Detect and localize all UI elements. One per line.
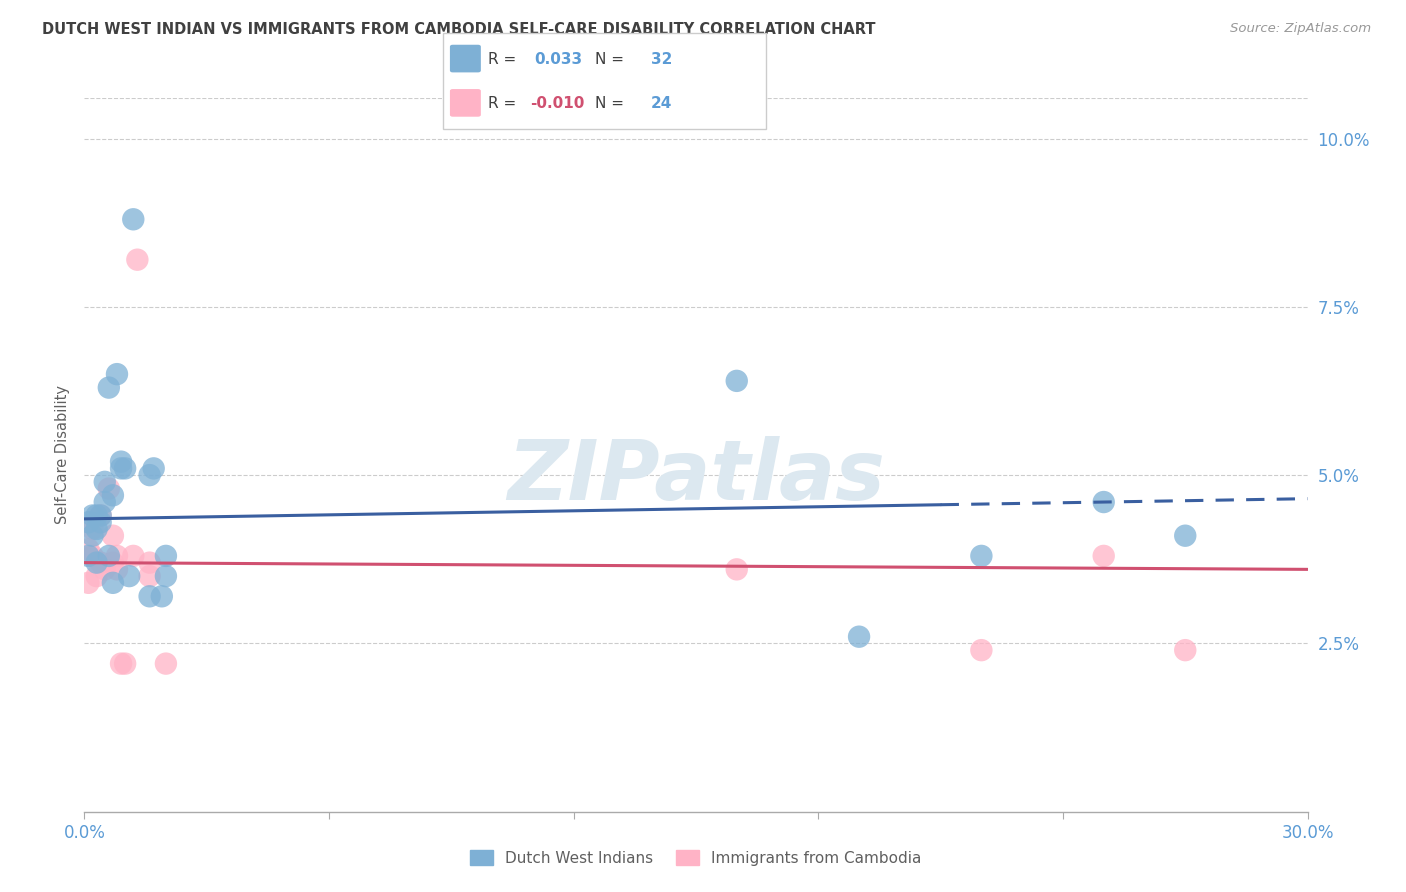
Point — [127, 252, 149, 267]
Point — [150, 589, 173, 603]
Point — [86, 556, 108, 570]
Point — [105, 562, 128, 576]
Point — [101, 488, 124, 502]
Point — [138, 556, 160, 570]
Point — [93, 475, 115, 489]
Text: R =: R = — [488, 95, 522, 111]
Point — [155, 569, 177, 583]
Point — [155, 657, 177, 671]
Point — [90, 508, 112, 523]
Point — [86, 569, 108, 583]
Point — [93, 562, 115, 576]
Point — [122, 549, 145, 563]
Point — [138, 589, 160, 603]
Text: 24: 24 — [651, 95, 672, 111]
Point — [90, 515, 112, 529]
Point — [90, 556, 112, 570]
Point — [122, 212, 145, 227]
Point — [1174, 643, 1197, 657]
Point — [110, 455, 132, 469]
Point — [77, 575, 100, 590]
Point — [142, 461, 165, 475]
Text: 32: 32 — [651, 52, 672, 67]
Point — [97, 381, 120, 395]
Y-axis label: Self-Care Disability: Self-Care Disability — [55, 385, 70, 524]
Point — [1092, 549, 1115, 563]
Text: DUTCH WEST INDIAN VS IMMIGRANTS FROM CAMBODIA SELF-CARE DISABILITY CORRELATION C: DUTCH WEST INDIAN VS IMMIGRANTS FROM CAM… — [42, 22, 876, 37]
Point — [110, 657, 132, 671]
Point — [97, 482, 120, 496]
Point — [90, 508, 112, 523]
Point — [77, 515, 100, 529]
Point — [82, 529, 104, 543]
Text: 0.033: 0.033 — [534, 52, 582, 67]
Point — [82, 522, 104, 536]
Point — [138, 468, 160, 483]
Point — [118, 569, 141, 583]
Point — [86, 508, 108, 523]
Text: R =: R = — [488, 52, 522, 67]
Point — [970, 643, 993, 657]
Point — [725, 562, 748, 576]
Point — [114, 657, 136, 671]
Text: N =: N = — [595, 52, 628, 67]
Point — [138, 569, 160, 583]
Text: N =: N = — [595, 95, 628, 111]
Point — [1092, 495, 1115, 509]
Point — [105, 549, 128, 563]
Point — [93, 495, 115, 509]
Point — [848, 630, 870, 644]
Point — [77, 542, 100, 557]
Text: ZIPatlas: ZIPatlas — [508, 436, 884, 516]
Point — [77, 549, 100, 563]
Point — [725, 374, 748, 388]
Point — [114, 461, 136, 475]
Legend: Dutch West Indians, Immigrants from Cambodia: Dutch West Indians, Immigrants from Camb… — [464, 844, 928, 871]
Point — [97, 549, 120, 563]
Point — [105, 367, 128, 381]
Point — [82, 508, 104, 523]
Point — [970, 549, 993, 563]
Point — [1174, 529, 1197, 543]
Point — [155, 549, 177, 563]
Point — [86, 522, 108, 536]
Point — [101, 575, 124, 590]
Text: Source: ZipAtlas.com: Source: ZipAtlas.com — [1230, 22, 1371, 36]
Point — [101, 529, 124, 543]
Point — [110, 461, 132, 475]
Point — [101, 556, 124, 570]
Text: -0.010: -0.010 — [530, 95, 585, 111]
Point — [82, 549, 104, 563]
